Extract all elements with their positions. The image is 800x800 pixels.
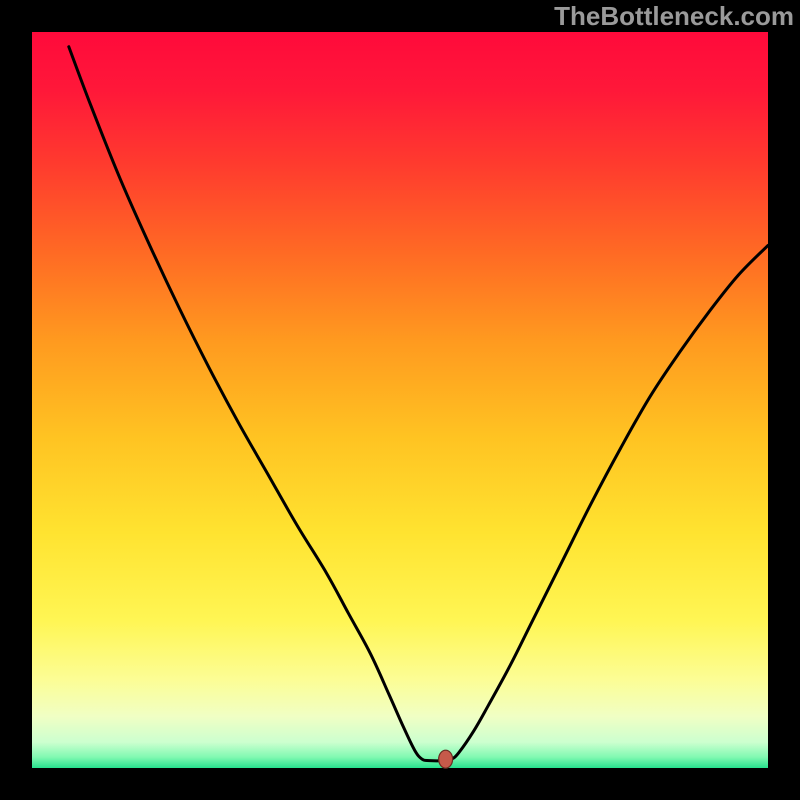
plot-background-gradient <box>32 32 768 768</box>
bottleneck-heat-chart <box>0 0 800 800</box>
optimum-marker <box>439 750 453 768</box>
watermark-label: TheBottleneck.com <box>554 0 794 32</box>
